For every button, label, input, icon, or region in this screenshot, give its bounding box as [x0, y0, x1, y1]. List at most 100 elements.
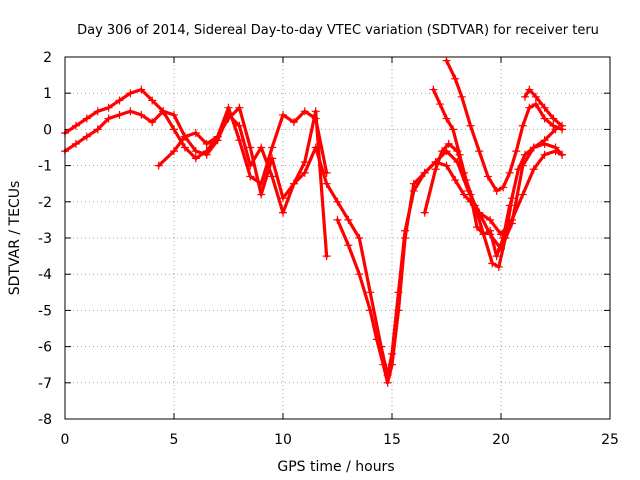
data-point-marker: [148, 96, 157, 105]
data-point-marker: [492, 186, 501, 195]
data-point-marker: [300, 157, 309, 166]
data-point-marker: [93, 107, 102, 116]
data-point-marker: [388, 360, 396, 369]
series-track-7: [442, 56, 567, 195]
data-point-marker: [202, 139, 211, 148]
data-point-marker: [268, 154, 277, 163]
data-point-marker: [483, 172, 492, 181]
data-point-marker: [379, 360, 388, 369]
data-point-marker: [82, 132, 91, 141]
data-point-marker: [311, 107, 320, 116]
data-point-marker: [366, 306, 375, 315]
data-point-marker: [429, 85, 438, 94]
x-axis-label: GPS time / hours: [277, 459, 394, 475]
y-tick-labels: -8 -7 -6 -5 -4 -3 -2 -1 0 1 2: [38, 50, 52, 428]
data-point-marker: [224, 103, 233, 112]
data-point-marker: [333, 215, 342, 224]
data-point-marker: [333, 197, 342, 206]
data-point-marker: [355, 270, 364, 279]
data-point-marker: [520, 150, 529, 159]
data-point-marker: [235, 121, 244, 130]
data-point-marker: [71, 139, 80, 148]
series-line: [335, 149, 564, 385]
data-point-marker: [540, 103, 549, 112]
data-point-marker: [322, 179, 331, 188]
data-point-marker: [518, 121, 527, 130]
data-point-marker: [300, 107, 309, 116]
data-point-marker: [492, 252, 501, 261]
data-point-marker: [466, 121, 475, 130]
data-point-marker: [159, 107, 168, 116]
series-track-6: [429, 85, 567, 271]
data-point-marker: [213, 132, 222, 141]
data-point-marker: [148, 118, 157, 127]
series-track-8: [520, 85, 567, 130]
data-point-marker: [257, 190, 266, 199]
y-tick-label: 2: [43, 50, 52, 66]
series-layer: [61, 56, 567, 387]
data-point-marker: [540, 150, 549, 159]
data-point-marker: [235, 103, 244, 112]
data-point-marker: [300, 168, 309, 177]
data-point-marker: [420, 168, 429, 177]
data-point-marker: [449, 125, 458, 134]
data-point-marker: [104, 114, 113, 123]
y-tick-label: -2: [38, 195, 52, 211]
data-point-marker: [289, 179, 298, 188]
data-point-marker: [137, 85, 146, 94]
x-tick-label: 25: [601, 432, 619, 448]
data-point-marker: [82, 114, 91, 123]
data-point-marker: [279, 194, 287, 203]
data-point-marker: [137, 110, 146, 119]
data-point-marker: [180, 143, 189, 152]
y-tick-label: -3: [38, 231, 52, 247]
data-point-marker: [224, 114, 233, 123]
data-point-marker: [512, 147, 521, 156]
y-tick-label: -7: [38, 376, 52, 392]
data-point-marker: [518, 190, 527, 199]
y-tick-label: 0: [43, 122, 52, 138]
data-point-marker: [126, 107, 135, 116]
data-point-marker: [455, 150, 464, 159]
data-point-marker: [442, 161, 451, 170]
data-point-marker: [529, 165, 538, 174]
data-point-marker: [457, 92, 466, 101]
series-track-2: [61, 103, 331, 188]
data-point-marker: [558, 150, 567, 159]
data-point-marker: [115, 96, 124, 105]
data-point-marker: [486, 226, 495, 235]
x-tick-label: 5: [170, 432, 179, 448]
data-point-marker: [438, 147, 447, 156]
chart-title: Day 306 of 2014, Sidereal Day-to-day VTE…: [77, 23, 599, 38]
data-point-marker: [191, 154, 200, 163]
y-tick-label: -8: [38, 412, 52, 428]
data-point-marker: [499, 183, 508, 192]
data-point-marker: [451, 176, 460, 185]
data-point-marker: [431, 165, 440, 174]
data-point-marker: [475, 147, 484, 156]
data-point-marker: [540, 139, 549, 148]
data-point-marker: [520, 92, 529, 101]
data-point-marker: [170, 110, 178, 119]
data-point-marker: [344, 215, 353, 224]
data-point-marker: [525, 85, 534, 94]
data-point-marker: [531, 92, 540, 101]
data-point-marker: [279, 208, 287, 217]
x-tick-label: 15: [383, 432, 401, 448]
data-point-marker: [451, 74, 460, 83]
data-point-marker: [104, 103, 113, 112]
data-point-marker: [401, 234, 410, 242]
x-tick-label: 10: [274, 432, 292, 448]
data-point-marker: [246, 143, 255, 152]
data-point-marker: [549, 121, 558, 130]
data-point-marker: [366, 288, 375, 297]
data-point-marker: [394, 306, 403, 315]
data-point-marker: [289, 118, 298, 127]
x-tick-labels: 0 5 10 15 20 25: [61, 432, 619, 448]
data-point-marker: [514, 165, 523, 174]
data-point-marker: [486, 215, 495, 224]
data-point-marker: [246, 172, 255, 181]
series-line: [523, 87, 564, 128]
data-point-marker: [494, 262, 503, 271]
